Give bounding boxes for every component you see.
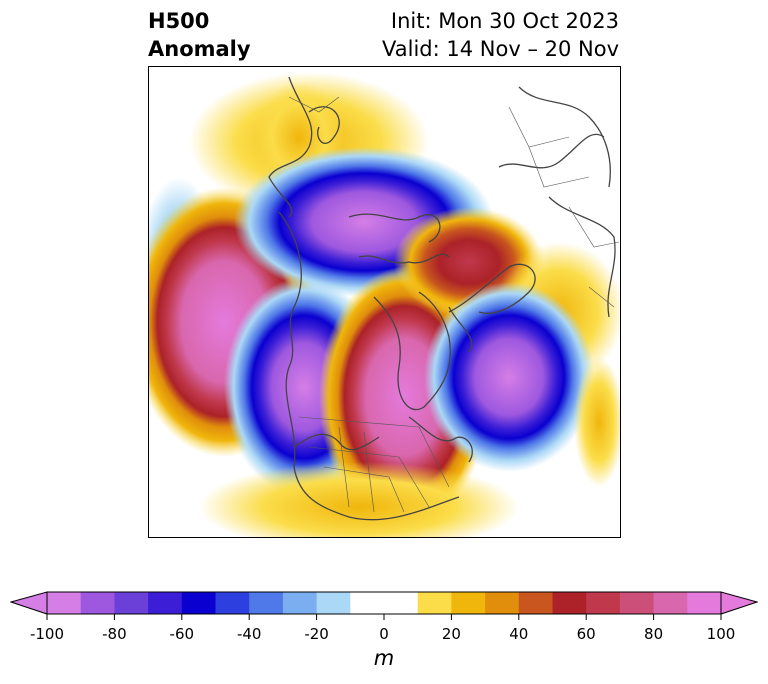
colorbar-cell: [47, 592, 82, 614]
colorbar-cell: [518, 592, 553, 614]
colorbar-tick-label: 80: [644, 625, 664, 643]
colorbar-cell: [687, 592, 722, 614]
colorbar-cell: [552, 592, 587, 614]
init-date: Init: Mon 30 Oct 2023: [390, 9, 619, 33]
colorbar-cell: [586, 592, 621, 614]
colorbar-tick-label: 60: [576, 625, 596, 643]
colorbar-cells: [47, 592, 722, 614]
colorbar-cell: [148, 592, 183, 614]
colorbar: [10, 591, 758, 620]
valid-range: Valid: 14 Nov – 20 Nov: [382, 37, 619, 61]
coastlines: [268, 76, 616, 521]
colorbar-cell: [80, 592, 115, 614]
colorbar-cell: [619, 592, 655, 614]
colorbar-cell: [114, 592, 149, 614]
siberia-trough: [424, 282, 594, 472]
colorbar-cell: [215, 592, 250, 614]
colorbar-cell: [350, 592, 385, 614]
colorbar-cell: [181, 592, 216, 614]
colorbar-cell: [417, 592, 452, 614]
colorbar-tick-label: -20: [304, 625, 329, 643]
colorbar-tick-label: 100: [706, 625, 736, 643]
colorbar-cell: [485, 592, 520, 614]
colorbar-unit: m: [373, 646, 395, 670]
colorbar-cell: [451, 592, 486, 614]
south-yellow-band: [199, 462, 519, 537]
colorbar-tick-label: -100: [29, 625, 65, 643]
title-variable: H500: [148, 9, 210, 33]
colorbar-tick-label: -80: [102, 625, 127, 643]
colorbar-tick-label: -40: [236, 625, 262, 643]
colorbar-cell: [249, 592, 284, 614]
title-field: Anomaly: [148, 37, 251, 61]
map-svg: [149, 72, 620, 537]
colorbar-cell: [384, 592, 419, 614]
colorbar-tick-label: 0: [379, 625, 389, 643]
east-yellow-arc: [574, 357, 620, 487]
colorbar-tick-label: 20: [441, 625, 461, 643]
anomaly-map: [148, 66, 621, 538]
colorbar-max-extend: [720, 591, 758, 615]
anomaly-contours: [149, 72, 620, 537]
colorbar-tick-label: -60: [169, 625, 195, 643]
colorbar-cell: [316, 592, 351, 614]
colorbar-tick-label: 40: [509, 625, 529, 643]
political-borders: [288, 96, 620, 513]
colorbar-min-extend: [10, 591, 48, 615]
colorbar-cell: [282, 592, 318, 614]
colorbar-cell: [653, 592, 688, 614]
